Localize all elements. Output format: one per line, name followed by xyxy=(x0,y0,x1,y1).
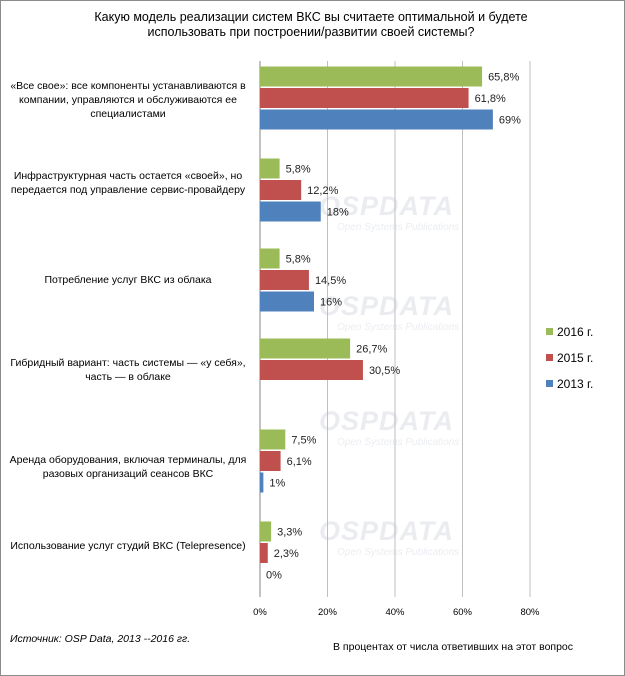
bar xyxy=(260,291,314,312)
legend-item: 2015 г. xyxy=(546,351,594,365)
data-label: 26,7% xyxy=(356,344,387,356)
data-label: 65,8% xyxy=(488,72,519,84)
legend-item: 2016 г. xyxy=(546,325,594,339)
bar xyxy=(260,248,280,269)
category-label: «Все свое»: все компоненты устанавливают… xyxy=(10,80,246,120)
bar xyxy=(260,360,363,380)
bar xyxy=(260,270,309,290)
data-label: 6,1% xyxy=(287,456,312,468)
bar xyxy=(260,88,469,108)
category-label: Инфраструктурная часть остается «своей»,… xyxy=(10,170,246,196)
x-tick-label: 60% xyxy=(453,607,473,618)
legend-swatch xyxy=(546,380,553,387)
x-tick-label: 20% xyxy=(318,607,338,618)
bar xyxy=(260,451,281,471)
bar xyxy=(260,338,351,359)
category-label: Использование услуг студий ВКС (Telepres… xyxy=(10,540,246,552)
data-label: 5,8% xyxy=(286,164,311,176)
legend-swatch xyxy=(546,328,553,335)
bar xyxy=(260,158,280,179)
category-label: Потребление услуг ВКС из облака xyxy=(44,274,212,286)
data-label: 18% xyxy=(327,207,349,219)
legend-label: 2015 г. xyxy=(557,351,594,365)
chart-title: Какую модель реализации систем ВКС вы сч… xyxy=(94,10,528,39)
data-label: 14,5% xyxy=(315,275,346,287)
x-tick-label: 80% xyxy=(520,607,540,618)
data-label: 2,3% xyxy=(274,548,299,560)
category-label: Гибридный вариант: часть системы — «у се… xyxy=(10,357,246,383)
bar xyxy=(260,543,268,563)
bar xyxy=(260,472,264,493)
data-label: 3,3% xyxy=(277,527,302,539)
bar xyxy=(260,429,286,450)
data-label: 0% xyxy=(266,570,282,582)
source-note: Источник: OSP Data, 2013 --2016 гг. xyxy=(10,633,191,645)
bar xyxy=(260,201,321,222)
data-label: 30,5% xyxy=(369,365,400,377)
data-label: 12,2% xyxy=(307,185,338,197)
bar xyxy=(260,180,302,200)
bar xyxy=(260,521,272,542)
legend-label: 2013 г. xyxy=(557,377,594,391)
data-label: 61,8% xyxy=(475,93,506,105)
x-tick-label: 0% xyxy=(253,607,267,618)
legend-item: 2013 г. xyxy=(546,377,594,391)
legend-label: 2016 г. xyxy=(557,325,594,339)
data-label: 7,5% xyxy=(291,435,316,447)
data-label: 69% xyxy=(499,115,521,127)
units-note: В процентах от числа ответивших на этот … xyxy=(333,641,574,653)
x-tick-label: 40% xyxy=(385,607,405,618)
bar xyxy=(260,66,483,87)
legend-swatch xyxy=(546,354,553,361)
category-label: Аренда оборудования, включая терминалы, … xyxy=(9,454,247,480)
data-label: 1% xyxy=(269,478,285,490)
bar xyxy=(260,109,493,130)
data-label: 16% xyxy=(320,297,342,309)
data-label: 5,8% xyxy=(286,254,311,266)
